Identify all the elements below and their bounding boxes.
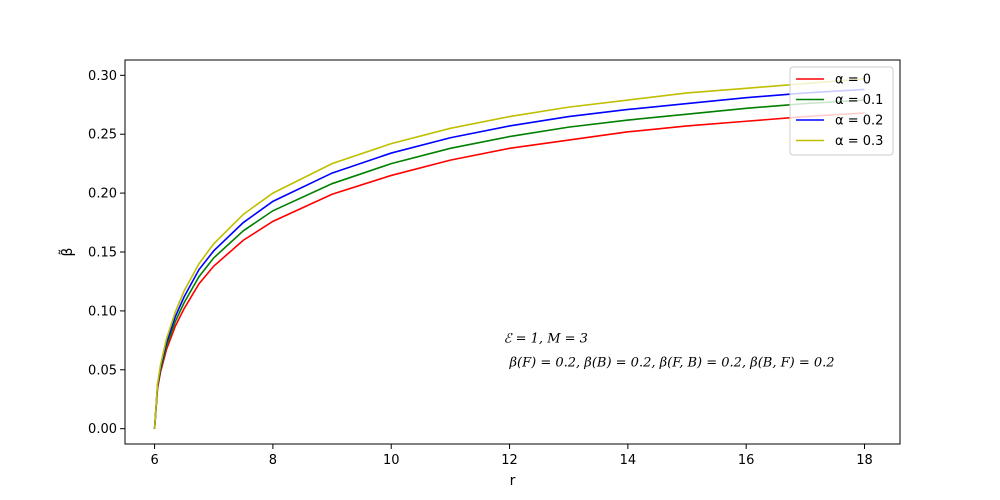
y-tick-label: 0.10 <box>88 304 117 319</box>
y-tick-label: 0.15 <box>88 246 117 261</box>
y-tick-label: 0.20 <box>88 187 117 202</box>
x-tick-label: 10 <box>383 453 400 468</box>
annotation-energy-mass: ℰ = 1, M = 3 <box>504 332 588 347</box>
x-tick-label: 8 <box>269 453 277 468</box>
annotation-beta-params: β(F) = 0.2, β(B) = 0.2, β(F, B) = 0.2, β… <box>509 355 835 370</box>
legend-box <box>789 66 894 156</box>
series-line-3 <box>153 78 865 429</box>
y-axis-ticks: 0.00 0.05 0.10 0.15 0.20 0.25 0.30 <box>88 69 125 437</box>
legend-label-2: α = 0.2 <box>835 114 883 129</box>
series-line-2 <box>153 88 865 429</box>
y-axis-label: β̃ <box>58 248 76 257</box>
series-line-1 <box>153 99 865 429</box>
x-axis-ticks: 6 8 10 12 14 16 18 <box>150 444 873 468</box>
x-tick-label: 16 <box>738 453 755 468</box>
legend: α = 0 α = 0.1 α = 0.2 α = 0.3 <box>789 66 894 156</box>
x-tick-label: 14 <box>620 453 637 468</box>
plot-lines <box>153 78 865 429</box>
x-tick-label: 18 <box>856 453 873 468</box>
y-tick-label: 0.25 <box>88 128 117 143</box>
x-tick-label: 6 <box>150 453 158 468</box>
y-tick-label: 0.05 <box>88 363 117 378</box>
legend-label-1: α = 0.1 <box>835 93 883 108</box>
y-tick-label: 0.30 <box>88 69 117 84</box>
legend-label-3: α = 0.3 <box>835 134 883 149</box>
x-tick-label: 12 <box>501 453 518 468</box>
y-tick-label: 0.00 <box>88 422 117 437</box>
series-line-0 <box>153 112 865 429</box>
x-axis-label: r <box>510 473 516 489</box>
legend-label-0: α = 0 <box>835 73 871 88</box>
